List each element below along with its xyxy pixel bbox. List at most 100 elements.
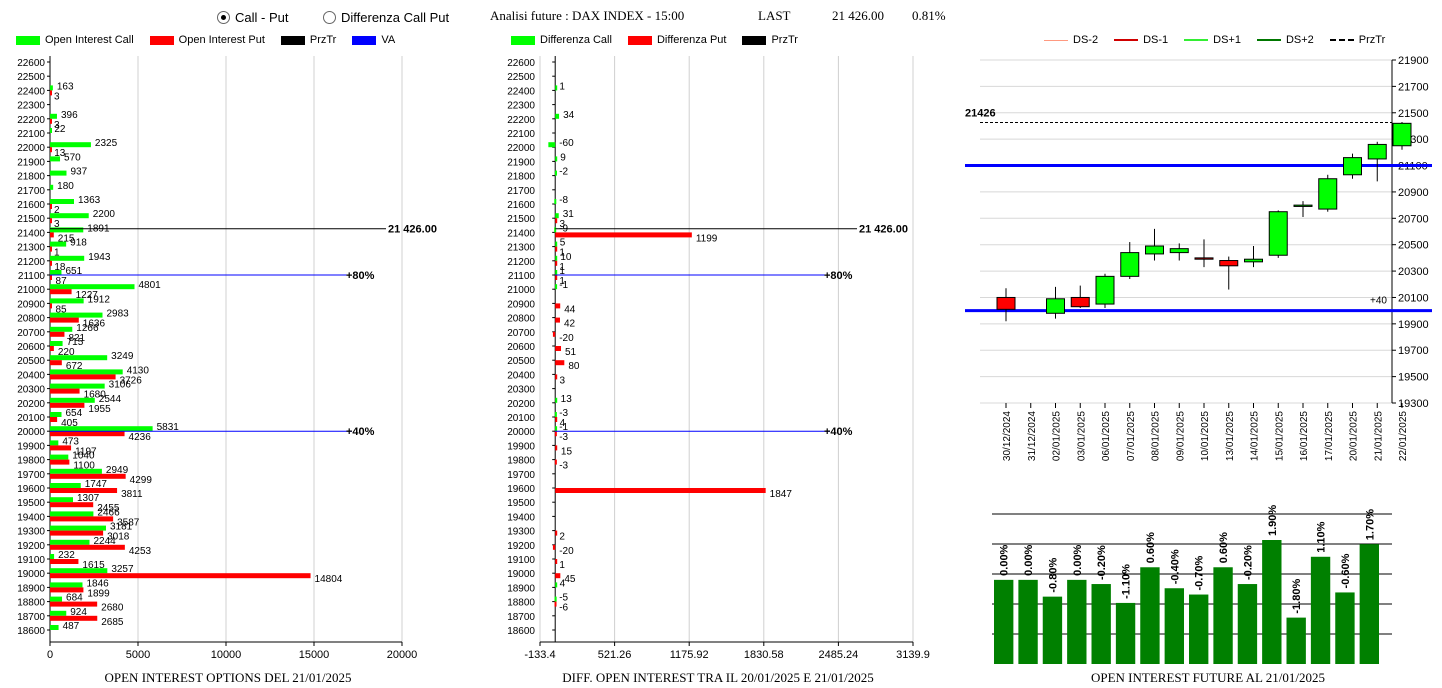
x-tick-label: 09/01/2025 [1175, 411, 1186, 461]
y-tick-label: 21900 [1398, 55, 1429, 67]
call-bar [554, 227, 557, 233]
differenza-radio[interactable]: Differenza Call Put [323, 10, 449, 25]
call-bar [554, 170, 557, 176]
x-tick-label: 14/01/2025 [1250, 411, 1261, 461]
call-value-label: -2 [559, 167, 568, 178]
call-bar [555, 270, 558, 275]
call-put-label: Call - Put [235, 10, 289, 25]
candle-body [1046, 298, 1065, 314]
strike-label: 21100 [18, 271, 46, 282]
strike-label: 19600 [17, 484, 45, 495]
legend-put: Open Interest Put [149, 34, 265, 46]
x-tick-label: 521.26 [598, 649, 632, 661]
x-tick-label: -133.4 [524, 649, 555, 661]
candle-body [1244, 258, 1263, 263]
oi-legend: Open Interest Call Open Interest Put Prz… [16, 34, 411, 46]
differenza-label: Differenza Call Put [341, 10, 450, 25]
call-bar [555, 284, 558, 290]
call-bar [555, 85, 558, 91]
call-bar [548, 142, 556, 148]
put-bar [50, 559, 79, 564]
candle-body [1095, 275, 1115, 305]
call-value-label: 2949 [106, 465, 129, 476]
strike-label: 20500 [507, 356, 535, 367]
strike-label: 19200 [17, 541, 45, 552]
call-value-label: 180 [57, 181, 74, 192]
put-bar [50, 346, 54, 351]
call-value-label: -1 [559, 280, 568, 291]
candle-body [996, 296, 1016, 310]
call-bar [50, 525, 106, 531]
strike-label: 19300 [507, 527, 535, 538]
call-value-label: 5 [560, 238, 566, 249]
put-value-label: 45 [564, 574, 576, 585]
strike-label: 18900 [507, 583, 535, 594]
strike-label: 21100 [508, 271, 536, 282]
call-value-label: 651 [65, 266, 82, 277]
candle-body [1318, 178, 1338, 210]
oi-bar [994, 579, 1014, 664]
call-bar [50, 412, 62, 417]
call-bar [50, 497, 74, 503]
oi-bar [1164, 588, 1184, 664]
put-bar [555, 317, 560, 323]
call-put-radio[interactable]: Call - Put [217, 10, 288, 25]
call-value-label: 1040 [72, 451, 95, 462]
x-tick-label: 16/01/2025 [1299, 411, 1310, 461]
put-bar [50, 488, 118, 493]
put-value-label: 1 [559, 248, 565, 259]
strike-label: 20100 [507, 413, 535, 424]
put-bar [50, 615, 98, 621]
call-value-label: 3257 [111, 564, 134, 575]
x-tick-label: 15/01/2025 [1274, 411, 1285, 461]
put-value-label: 1100 [73, 461, 95, 472]
put-bar [50, 530, 104, 536]
oi-bar [1189, 594, 1209, 664]
call-bar [50, 156, 61, 162]
x-tick-label: 20000 [387, 649, 418, 661]
call-bar [554, 199, 557, 204]
x-tick-label: 1175.92 [670, 649, 709, 661]
call-bar [554, 596, 557, 602]
put-value-label: 3726 [120, 375, 143, 386]
put-value-label: 1847 [770, 489, 793, 500]
strike-label: 20900 [17, 299, 45, 310]
put-value-label: 1 [559, 276, 565, 287]
put-value-label: 4 [560, 418, 566, 429]
put-bar [552, 544, 556, 550]
reference-label: 21 426.00 [388, 224, 437, 236]
call-bar [50, 312, 103, 318]
candle-body [1392, 122, 1412, 147]
put-bar [555, 559, 558, 564]
put-value-label: 1199 [696, 233, 718, 244]
strike-label: 22000 [507, 143, 535, 154]
x-tick-label: 0 [47, 649, 53, 661]
strike-label: 19600 [507, 484, 535, 495]
put-value-label: 1227 [76, 290, 99, 301]
legend-diff-call: Differenza Call [511, 34, 612, 46]
strike-label: 20700 [17, 328, 45, 339]
call-bar [50, 326, 73, 332]
put-bar [555, 275, 558, 280]
candlestick-chart: 2190021700215002130021100209002070020500… [965, 55, 1432, 461]
y-tick-label: 20300 [1398, 266, 1429, 278]
call-value-label: 918 [70, 238, 87, 249]
put-value-label: 44 [564, 304, 576, 315]
put-value-label: 3018 [107, 532, 130, 543]
put-value-label: 2680 [101, 603, 124, 614]
strike-label: 21400 [507, 228, 535, 239]
oi-bar-label: 0.00% [1072, 544, 1084, 575]
call-value-label: 684 [66, 593, 83, 604]
put-value-label: 1680 [84, 390, 107, 401]
x-tick-label: 08/01/2025 [1151, 411, 1162, 461]
call-bar [50, 596, 63, 602]
strike-label: 21300 [507, 243, 535, 254]
x-tick-label: 06/01/2025 [1101, 411, 1112, 461]
strike-label: 18900 [17, 583, 45, 594]
reference-label: 21 426.00 [859, 224, 908, 236]
put-bar [555, 303, 561, 309]
strike-label: 19400 [507, 512, 535, 523]
strike-label: 21700 [507, 186, 535, 197]
put-bar [50, 573, 311, 579]
radio-dot-icon [323, 11, 336, 24]
